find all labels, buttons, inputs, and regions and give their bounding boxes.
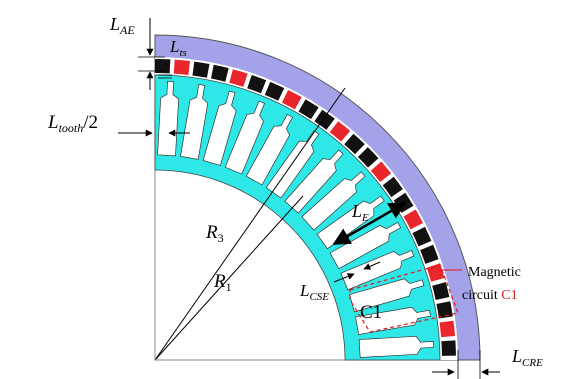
label-r1: R1 <box>213 271 232 294</box>
magnetic-circuit-path <box>349 264 459 333</box>
label-lcre: LCRE <box>511 346 543 369</box>
magnet-segment <box>382 176 403 198</box>
magnet-segment <box>329 121 351 142</box>
label-lcse: LCSE <box>299 281 329 303</box>
stator-slot <box>358 335 435 358</box>
magnet-segment <box>155 59 171 74</box>
label-c1: C1 <box>360 302 382 323</box>
lcse-arrow-1 <box>333 273 355 283</box>
label-lts: Lts <box>169 37 187 59</box>
magnet-segment <box>229 69 248 87</box>
magnet-segment <box>432 282 450 300</box>
magnet-segment <box>247 74 267 94</box>
magnet-segment <box>192 61 210 78</box>
stator-slot <box>301 171 366 231</box>
magnet-segment <box>264 81 285 101</box>
label-le: LE <box>351 201 369 224</box>
stator-slot <box>349 278 425 313</box>
magnet-segment <box>412 226 432 247</box>
magnet-segment <box>370 161 392 183</box>
magnet-segment <box>173 59 190 75</box>
stator-slot <box>224 100 265 175</box>
magnet-segment <box>436 301 453 319</box>
lcse-arrow-2 <box>363 261 381 270</box>
magnet-segment <box>403 209 424 230</box>
magnet-ring <box>155 59 456 356</box>
label-lae: LAE <box>109 14 135 37</box>
label-magnetic: Magnetic <box>468 265 521 280</box>
stator-slot <box>245 113 294 186</box>
stator-slot <box>157 80 180 157</box>
magnet-segment <box>344 133 365 155</box>
bore-white <box>154 169 346 361</box>
stator-core <box>154 74 441 361</box>
magnet-segment <box>439 320 456 338</box>
r3-line <box>154 87 346 361</box>
magnet-segment <box>441 340 456 356</box>
magnet-segment <box>420 244 439 264</box>
magnet-segment <box>357 147 379 168</box>
stator-slot <box>355 306 431 335</box>
magnet-segment <box>281 90 302 110</box>
le-arrow <box>332 201 407 246</box>
magnet-segment <box>210 64 229 82</box>
r1-line <box>154 195 304 361</box>
stator-slot <box>202 90 237 166</box>
label-circuit-c1: circuit C1 <box>462 288 518 303</box>
magnet-segment <box>298 99 319 120</box>
label-r3: R3 <box>205 222 224 245</box>
stator-slot <box>284 149 344 214</box>
stator-slot <box>180 84 209 160</box>
stator-slot <box>340 250 415 291</box>
label-ltooth: Ltooth/2 <box>47 112 98 135</box>
